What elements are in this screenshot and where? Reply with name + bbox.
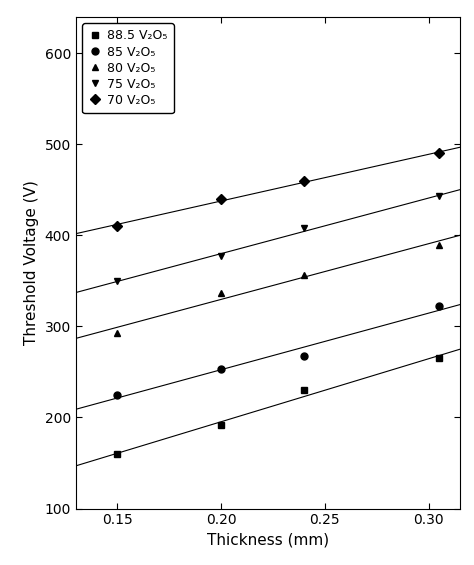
- 88.5 V₂O₅: [436, 355, 442, 362]
- 88.5 V₂O₅: [218, 421, 224, 428]
- 88.5 V₂O₅: [301, 387, 307, 394]
- 70 V₂O₅: [218, 195, 224, 202]
- 75 V₂O₅: [115, 277, 120, 284]
- 88.5 V₂O₅: [115, 450, 120, 457]
- 70 V₂O₅: [301, 177, 307, 184]
- 85 V₂O₅: [301, 352, 307, 359]
- Line: 88.5 V₂O₅: 88.5 V₂O₅: [114, 355, 443, 457]
- 75 V₂O₅: [218, 253, 224, 260]
- 70 V₂O₅: [115, 223, 120, 230]
- 80 V₂O₅: [218, 289, 224, 296]
- 70 V₂O₅: [436, 150, 442, 157]
- 85 V₂O₅: [115, 392, 120, 398]
- Legend: 88.5 V₂O₅, 85 V₂O₅, 80 V₂O₅, 75 V₂O₅, 70 V₂O₅: 88.5 V₂O₅, 85 V₂O₅, 80 V₂O₅, 75 V₂O₅, 70…: [82, 23, 173, 113]
- 80 V₂O₅: [301, 271, 307, 278]
- 80 V₂O₅: [115, 329, 120, 336]
- Line: 80 V₂O₅: 80 V₂O₅: [114, 241, 443, 336]
- 85 V₂O₅: [436, 302, 442, 309]
- 75 V₂O₅: [301, 225, 307, 232]
- X-axis label: Thickness (mm): Thickness (mm): [207, 533, 329, 548]
- Y-axis label: Threshold Voltage (V): Threshold Voltage (V): [24, 180, 39, 345]
- 80 V₂O₅: [436, 241, 442, 248]
- Line: 75 V₂O₅: 75 V₂O₅: [114, 193, 443, 284]
- 75 V₂O₅: [436, 193, 442, 199]
- 85 V₂O₅: [218, 366, 224, 373]
- Line: 85 V₂O₅: 85 V₂O₅: [114, 302, 443, 398]
- Line: 70 V₂O₅: 70 V₂O₅: [114, 150, 443, 230]
